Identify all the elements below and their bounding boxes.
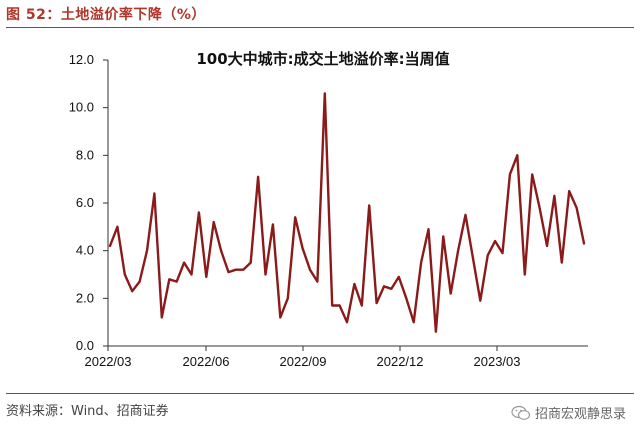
wechat-icon bbox=[511, 405, 531, 420]
brand-watermark: 招商宏观静思录 bbox=[511, 403, 626, 422]
line-chart: 100大中城市:成交土地溢价率:当周值 0.0 2.0 4.0 6.0 8.0 10.0 1… bbox=[69, 50, 588, 369]
series-line bbox=[108, 92, 586, 333]
top-divider bbox=[6, 27, 634, 28]
x-tick-label: 2023/03 bbox=[474, 354, 521, 369]
x-tick-label: 2022/03 bbox=[85, 354, 132, 369]
y-tick-label: 2.0 bbox=[76, 290, 94, 305]
source-note: 资料来源：Wind、招商证券 bbox=[6, 404, 169, 419]
x-tick-label: 2022/09 bbox=[280, 354, 327, 369]
x-tick-label: 2022/12 bbox=[377, 354, 424, 369]
x-tick-label: 2022/06 bbox=[183, 354, 230, 369]
figure-title: 图 52：土地溢价率下降（%） bbox=[6, 7, 206, 23]
series-layer bbox=[108, 92, 586, 333]
y-tick-label: 10.0 bbox=[69, 100, 94, 115]
y-tick-label: 12.0 bbox=[69, 52, 94, 67]
y-tick-label: 8.0 bbox=[76, 147, 94, 162]
y-tick-label: 6.0 bbox=[76, 195, 94, 210]
y-tick-label: 0.0 bbox=[76, 338, 94, 353]
chart-axes: 0.0 2.0 4.0 6.0 8.0 10.0 12.0 2022/03 2022/06 202… bbox=[69, 52, 588, 369]
y-tick-label: 4.0 bbox=[76, 243, 94, 258]
bottom-divider bbox=[6, 393, 634, 394]
brand-name: 招商宏观静思录 bbox=[534, 407, 626, 422]
chart-title: 100大中城市:成交土地溢价率:当周值 bbox=[196, 50, 449, 68]
